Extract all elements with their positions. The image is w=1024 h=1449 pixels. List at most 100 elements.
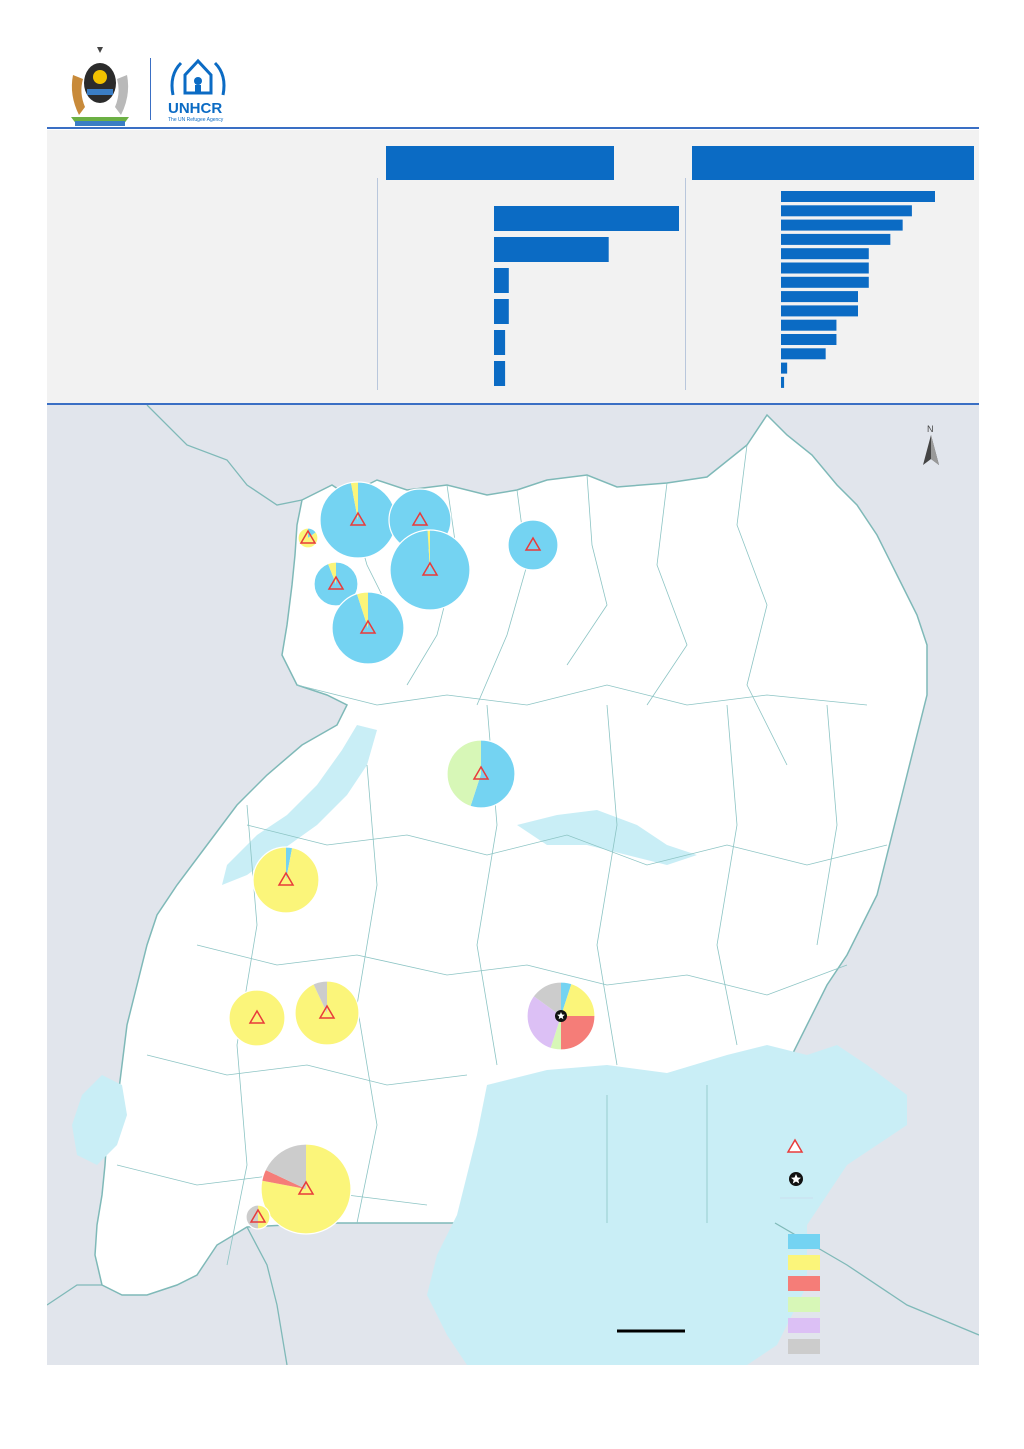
bar-chart-1-bar (494, 268, 509, 293)
bar-chart-2-bar (781, 362, 788, 374)
pie-slice (313, 981, 327, 1013)
settlement-pie (294, 980, 360, 1046)
chart-2-header-bar (692, 146, 974, 180)
settlement-triangle-icon (472, 765, 490, 780)
north-arrow-icon (923, 435, 939, 465)
pie-slice (356, 592, 368, 628)
pie-slice (265, 1144, 306, 1189)
bar-chart-2-bar (781, 233, 891, 245)
legend-settlement-triangle-icon (786, 1138, 804, 1153)
bar-chart-2-bar (781, 319, 837, 331)
settlement-pie (389, 529, 471, 611)
settlement-triangle-icon (277, 871, 295, 886)
panel-divider (377, 178, 378, 390)
pie-slice (246, 1205, 258, 1229)
bar-chart-2-bar (781, 348, 826, 360)
legend-swatch (788, 1255, 820, 1270)
settlement-triangle-icon (349, 511, 367, 526)
panel-divider (685, 178, 686, 390)
bar-chart-2-bar (781, 276, 869, 288)
settlement-pie (319, 481, 397, 559)
bar-chart-2-bar (781, 219, 903, 231)
legend-swatch (788, 1276, 820, 1291)
map-legend (780, 1138, 813, 1199)
logo-divider (150, 58, 151, 120)
bar-chart-2-bar (781, 305, 858, 317)
settlement-pie (245, 1204, 271, 1230)
panel-rule (47, 403, 979, 405)
legend-swatch (788, 1297, 820, 1312)
pie-slice (229, 990, 285, 1046)
pie-slice (561, 983, 595, 1016)
legend-swatches (788, 1234, 820, 1354)
pie-slice (526, 996, 561, 1049)
bar-chart-2-bar (781, 262, 869, 274)
settlement-pies (228, 481, 596, 1235)
bar-chart-2-bar (781, 205, 912, 217)
settlement-pie (313, 561, 359, 607)
pie-slice (350, 482, 358, 520)
unhcr-tagline: The UN Refugee Agency (168, 117, 224, 123)
uganda-coat-of-arms-logo (71, 47, 129, 126)
pie-slice (447, 740, 481, 807)
settlement-pie (507, 519, 559, 571)
settlement-triangle-icon (297, 1180, 315, 1195)
settlement-triangle-icon (411, 511, 429, 526)
unhcr-logo (170, 58, 226, 96)
statistics-panel (47, 130, 979, 403)
bar-chart-2-bar (781, 334, 837, 345)
map: N (47, 405, 979, 1365)
bar-chart-2-bar (781, 191, 935, 202)
bar-chart-1-bar (494, 330, 506, 355)
chart-1-header-bar (386, 146, 614, 180)
settlement-pie (446, 739, 516, 809)
pie-slice (258, 1205, 270, 1229)
pie-slice (561, 1016, 595, 1050)
settlement-triangle-icon (248, 1009, 266, 1024)
pie-slice (427, 530, 430, 570)
settlement-pie (252, 846, 320, 914)
settlement-pie (331, 591, 405, 665)
settlement-triangle-icon (524, 536, 542, 551)
bar-chart-1 (494, 206, 679, 386)
legend-swatch (788, 1318, 820, 1333)
pie-slice (286, 847, 293, 880)
bar-chart-2-bar (781, 376, 785, 388)
bar-chart-2 (781, 191, 935, 388)
pie-slice (561, 982, 572, 1016)
settlement-pie (228, 989, 286, 1047)
legend-swatch (788, 1339, 820, 1354)
pie-slice (550, 1016, 561, 1050)
settlement-triangle-icon (299, 529, 317, 544)
logo-row: UNHCR The UN Refugee Agency (60, 40, 260, 130)
pie-slice (533, 982, 561, 1016)
settlement-triangle-icon (318, 1004, 336, 1019)
bar-chart-1-bar (494, 237, 609, 262)
pie-slice (470, 740, 516, 808)
pie-slice (508, 520, 558, 570)
lake-victoria (427, 1045, 907, 1365)
bar-chart-1-bar (494, 206, 679, 231)
bar-chart-1-bar (494, 299, 509, 324)
pie-slice (327, 562, 336, 584)
settlement-triangle-icon (249, 1208, 267, 1223)
lake-edward (72, 1075, 127, 1165)
settlement-triangle-icon (421, 561, 439, 576)
pie-slice (261, 1169, 306, 1189)
pie-slice (390, 530, 471, 610)
legend-swatch (788, 1234, 820, 1249)
bar-chart-1-bar (494, 361, 506, 386)
settlement-triangle-icon (327, 575, 345, 590)
pie-slice (253, 847, 319, 913)
settlement-pie (260, 1143, 352, 1235)
unhcr-wordmark: UNHCR (168, 100, 223, 117)
settlement-triangle-icon (359, 619, 377, 634)
pie-slice (320, 482, 397, 558)
urban-pie (526, 981, 596, 1051)
bar-chart-2-bar (781, 248, 869, 260)
bar-chart-2-bar (781, 291, 858, 303)
pie-slice (331, 592, 404, 664)
lake-kyoga (517, 810, 697, 865)
lake-albert (222, 725, 377, 885)
header-rule (47, 127, 979, 129)
